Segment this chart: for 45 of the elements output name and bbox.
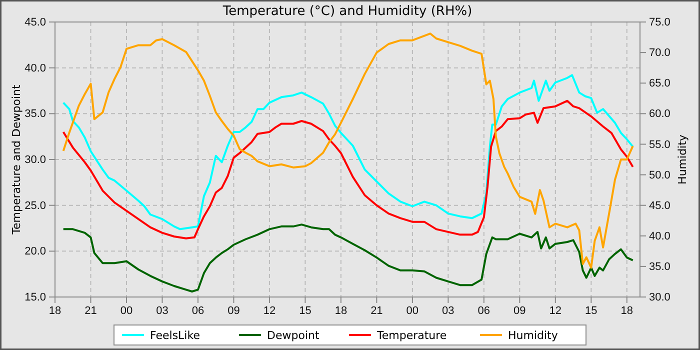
- legend-label: Dewpoint: [267, 329, 320, 342]
- y2-tick-label: 75.0: [649, 16, 670, 29]
- x-tick-label: 03: [156, 304, 168, 317]
- y-tick-label: 40.0: [24, 62, 46, 74]
- y2-tick-label: 60.0: [649, 108, 670, 120]
- line-series: [62, 224, 634, 292]
- x-tick-label: 15: [299, 304, 312, 317]
- y2-tick-label: 70.0: [649, 47, 670, 60]
- x-tick-label: 18: [334, 304, 348, 317]
- y-tick-label: 45.0: [24, 16, 46, 29]
- x-tick-label: 21: [370, 304, 383, 317]
- y2-tick-label: 40.0: [649, 230, 670, 242]
- line-series: [62, 100, 634, 240]
- x-tick-label: 09: [228, 304, 240, 317]
- x-tick-label: 09: [514, 304, 526, 317]
- x-tick-label: 06: [192, 304, 204, 317]
- legend-label: Humidity: [508, 329, 558, 342]
- x-tick-label: 21: [84, 304, 97, 317]
- y2-tick-label: 35.0: [649, 260, 670, 273]
- legend-label: FeelsLike: [150, 329, 200, 342]
- x-tick-label: 12: [549, 304, 562, 317]
- y-tick-label: 35.0: [24, 108, 46, 120]
- line-series: [62, 32, 634, 269]
- x-tick-label: 00: [406, 304, 419, 317]
- y2-tick-label: 50.0: [649, 169, 670, 182]
- y2-tick-label: 65.0: [649, 78, 670, 90]
- x-tick-label: 18: [48, 304, 62, 317]
- y-tick-label: 30.0: [24, 154, 46, 166]
- y2-tick-label: 30.0: [649, 292, 670, 304]
- y2-tick-label: 55.0: [649, 138, 670, 151]
- y-axis-title: Temperature and Dewpoint: [10, 84, 23, 236]
- line-series: [62, 74, 634, 230]
- x-tick-label: 03: [442, 304, 454, 317]
- chart-title: Temperature (°C) and Humidity (RH%): [222, 4, 472, 19]
- y2-axis-title: Humidity: [676, 134, 689, 184]
- x-tick-label: 12: [263, 304, 276, 317]
- x-tick-label: 18: [620, 304, 634, 317]
- y-tick-label: 25.0: [24, 200, 46, 212]
- legend-label: Temperature: [376, 329, 447, 342]
- y2-tick-label: 45.0: [649, 200, 670, 212]
- x-tick-label: 00: [120, 304, 133, 317]
- x-tick-label: 06: [478, 304, 490, 317]
- x-tick-label: 15: [585, 304, 598, 317]
- y-tick-label: 15.0: [24, 292, 46, 304]
- y-tick-label: 20.0: [24, 246, 46, 258]
